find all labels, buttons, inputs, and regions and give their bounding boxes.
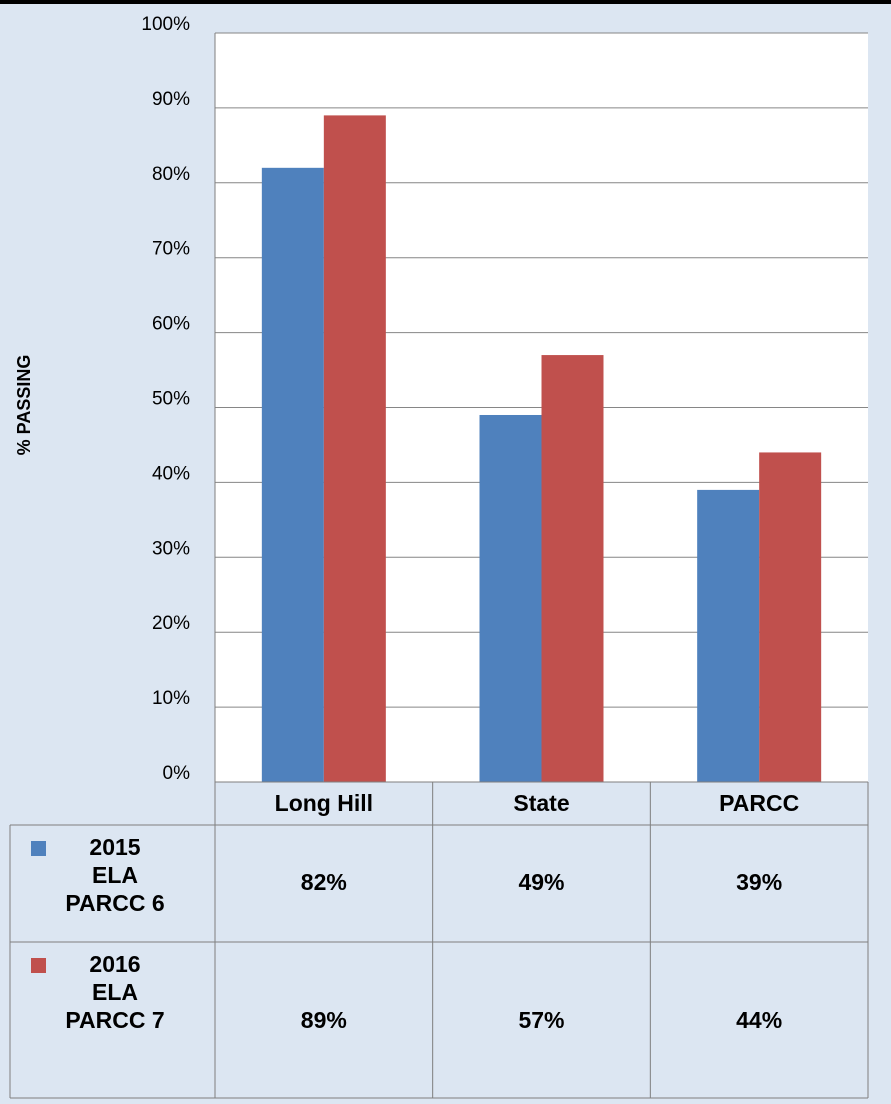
x-tick-label: PARCC	[719, 790, 799, 816]
y-tick-label: 0%	[163, 763, 191, 784]
y-tick-label: 10%	[152, 688, 190, 709]
table-value: 44%	[736, 1007, 782, 1033]
top-border	[0, 0, 891, 4]
legend-swatch	[31, 841, 46, 856]
table-value: 49%	[518, 869, 564, 895]
y-tick-label: 80%	[152, 164, 190, 185]
y-tick-label: 90%	[152, 89, 190, 110]
table-value: 89%	[301, 1007, 347, 1033]
y-tick-label: 60%	[152, 314, 190, 335]
y-tick-label: 70%	[152, 239, 190, 260]
bar	[479, 414, 542, 782]
table-value: 39%	[736, 869, 782, 895]
legend-swatch	[31, 958, 46, 973]
x-tick-label: Long Hill	[275, 790, 373, 816]
y-tick-label: 40%	[152, 463, 190, 484]
y-tick-label: 20%	[152, 613, 190, 634]
bar	[697, 489, 760, 782]
y-tick-label: 100%	[141, 14, 190, 35]
x-tick-label: State	[513, 790, 569, 816]
table-value: 57%	[518, 1007, 564, 1033]
bar	[759, 452, 822, 782]
y-axis-label: % PASSING	[14, 355, 34, 456]
bar	[541, 355, 604, 782]
y-tick-label: 30%	[152, 538, 190, 559]
legend-label: 2016 ELA PARCC 7	[65, 951, 165, 1033]
table-value: 82%	[301, 869, 347, 895]
legend-label: 2015 ELA PARCC 6	[65, 834, 165, 916]
y-tick-label: 50%	[152, 389, 190, 410]
bar	[323, 115, 386, 782]
bar	[261, 167, 324, 782]
